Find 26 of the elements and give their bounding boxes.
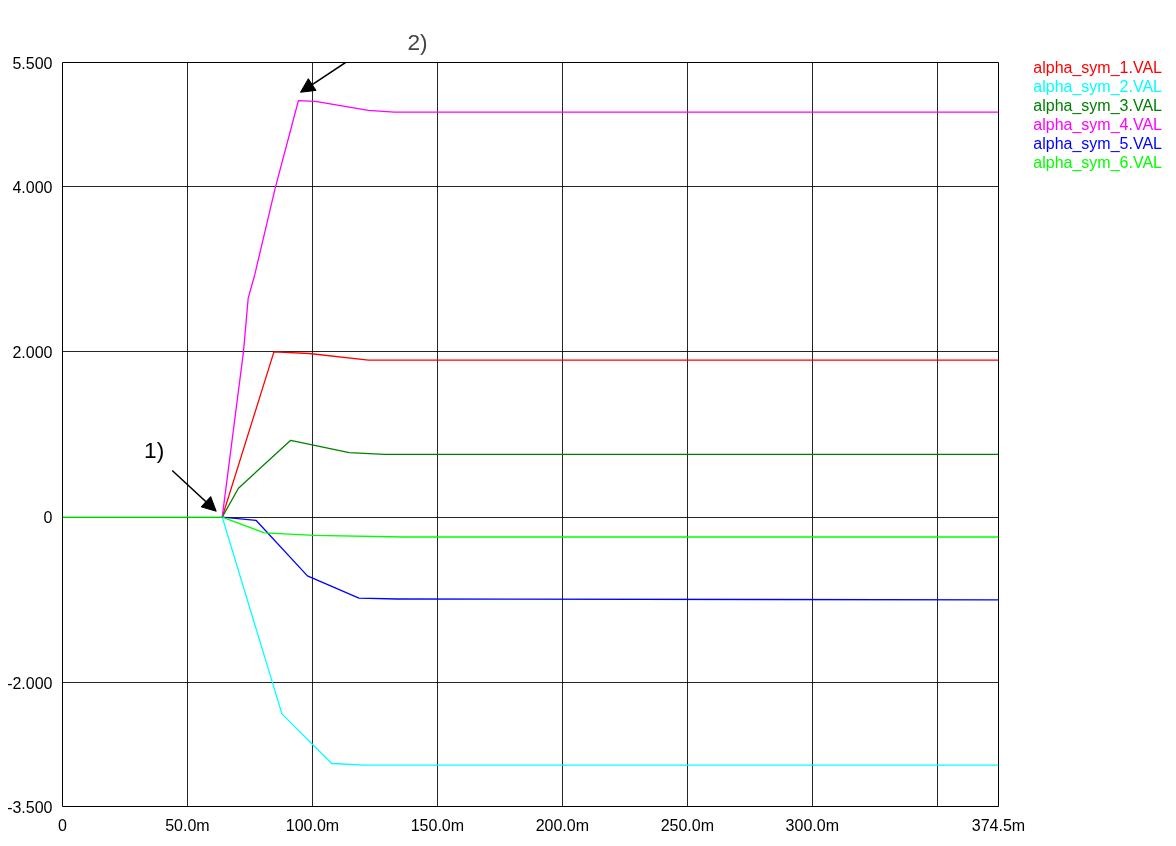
text: alpha_sym_5.VAL bbox=[1033, 134, 1163, 153]
x-tick-label: 150.0m bbox=[410, 816, 465, 834]
text: 2) bbox=[407, 28, 428, 55]
line-series bbox=[221, 516, 999, 766]
y-tick-label: 2.000 bbox=[12, 343, 53, 361]
text: alpha_sym_6.VAL bbox=[1033, 153, 1163, 172]
text: alpha_sym_3.VAL bbox=[1033, 96, 1163, 115]
text: alpha_sym_2.VAL bbox=[1033, 77, 1163, 96]
y-tick-label: 0 bbox=[43, 509, 53, 527]
text: alpha_sym_4.VAL bbox=[1033, 115, 1163, 134]
x-tick-label: 0 bbox=[58, 816, 68, 834]
line-series bbox=[221, 439, 999, 518]
x-tick-label: 250.0m bbox=[660, 816, 715, 834]
text: alpha_sym_1.VAL bbox=[1033, 58, 1163, 77]
y-tick-label: 5.500 bbox=[12, 54, 53, 72]
x-tick-label: 50.0m bbox=[165, 816, 210, 834]
y-tick-label: -2.000 bbox=[7, 674, 53, 692]
line-series bbox=[221, 99, 999, 518]
y-tick-label: 4.000 bbox=[12, 178, 53, 196]
x-tick-label: 200.0m bbox=[535, 816, 590, 834]
y-tick-label: -3.500 bbox=[7, 798, 53, 816]
x-tick-label: 374.5m bbox=[971, 816, 1026, 834]
annotation: 1) bbox=[144, 436, 165, 463]
x-tick-label: 300.0m bbox=[785, 816, 839, 834]
x-tick-label: 100.0m bbox=[285, 816, 340, 834]
line-series bbox=[62, 516, 999, 538]
